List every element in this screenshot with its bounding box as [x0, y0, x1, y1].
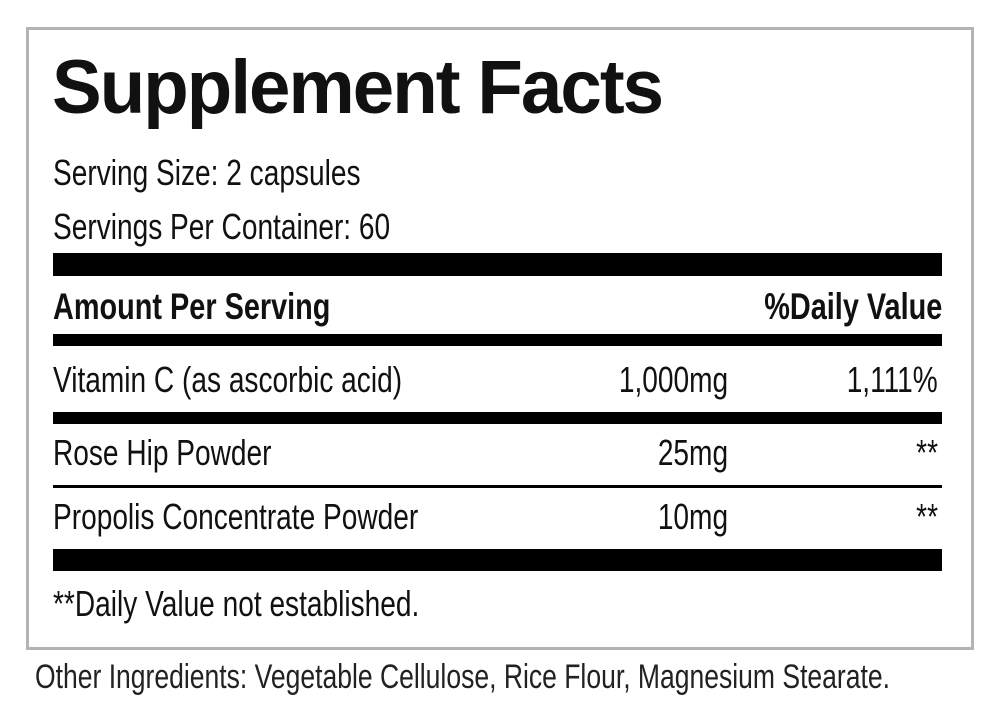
panel-title: Supplement Facts — [52, 45, 664, 130]
medium-rule — [53, 334, 942, 346]
row-name: Rose Hip Powder — [53, 432, 272, 473]
row-name: Vitamin C (as ascorbic acid) — [53, 359, 403, 400]
row-name: Propolis Concentrate Powder — [53, 496, 419, 537]
thick-rule — [53, 549, 942, 571]
row-amount: 10mg — [657, 496, 728, 537]
supplement-facts-panel — [26, 27, 974, 650]
row-amount: 25mg — [657, 432, 728, 473]
servings-per-container: Servings Per Container: 60 — [53, 206, 391, 247]
header-amount-per-serving: Amount Per Serving — [53, 286, 331, 327]
row-amount: 1,000mg — [618, 359, 728, 400]
thin-rule — [53, 485, 942, 488]
medium-rule — [53, 412, 942, 424]
row-daily-value: 1,111% — [846, 359, 938, 400]
serving-size: Serving Size: 2 capsules — [53, 152, 361, 193]
footnote: **Daily Value not established. — [53, 583, 420, 624]
row-daily-value: ** — [916, 496, 938, 537]
other-ingredients: Other Ingredients: Vegetable Cellulose, … — [35, 658, 891, 696]
thick-rule — [53, 253, 942, 276]
header-daily-value: %Daily Value — [763, 286, 942, 327]
row-daily-value: ** — [916, 432, 938, 473]
